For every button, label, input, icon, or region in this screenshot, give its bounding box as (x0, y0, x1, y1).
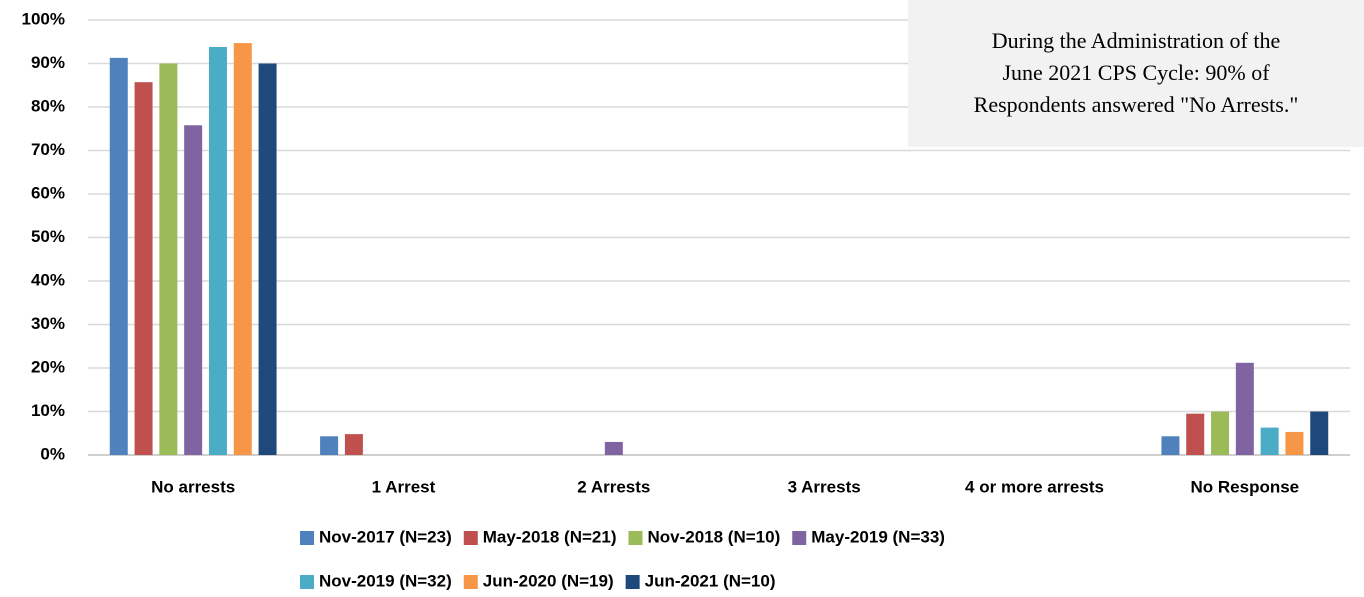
y-tick-label: 50% (31, 227, 65, 246)
annotation-text: June 2021 CPS Cycle: 90% of (1002, 60, 1270, 85)
x-tick-label: 1 Arrest (372, 477, 436, 496)
y-tick-label: 0% (40, 444, 65, 463)
legend-swatch (463, 531, 478, 545)
legend-swatch (463, 575, 478, 589)
legend-swatch (792, 531, 807, 545)
bar (604, 441, 623, 455)
bar (1260, 427, 1279, 455)
y-tick-label: 30% (31, 314, 65, 333)
bar (1310, 411, 1329, 455)
bar (159, 63, 178, 455)
legend-swatch (625, 575, 640, 589)
y-tick-label: 100% (22, 9, 65, 28)
y-tick-label: 80% (31, 96, 65, 115)
legend-label: Nov-2017 (N=23) (319, 527, 452, 546)
legend-label: May-2018 (N=21) (483, 527, 617, 546)
bar (208, 46, 227, 455)
bar (184, 125, 203, 456)
bar (344, 434, 363, 455)
bar (1186, 413, 1205, 455)
bar (233, 43, 252, 456)
x-tick-label: No Response (1191, 477, 1300, 496)
bar (1235, 362, 1254, 455)
x-tick-label: 3 Arrests (788, 477, 861, 496)
legend-swatch (300, 531, 314, 545)
bar (134, 82, 153, 455)
legend-swatch (300, 575, 314, 589)
legend-label: Jun-2021 (N=10) (645, 571, 776, 590)
annotation-box (908, 0, 1364, 147)
legend-label: Nov-2018 (N=10) (647, 527, 780, 546)
legend-label: May-2019 (N=33) (811, 527, 945, 546)
y-tick-label: 20% (31, 357, 65, 376)
legend-label: Nov-2019 (N=32) (319, 571, 452, 590)
bar (109, 57, 128, 455)
legend-swatch (628, 531, 643, 545)
bar (320, 436, 339, 455)
bar (1211, 411, 1230, 455)
y-tick-label: 70% (31, 140, 65, 159)
x-tick-label: No arrests (151, 477, 235, 496)
x-tick-label: 4 or more arrests (965, 477, 1104, 496)
y-tick-label: 60% (31, 183, 65, 202)
bar (1285, 431, 1304, 455)
x-tick-label: 2 Arrests (577, 477, 650, 496)
annotation-text: Respondents answered "No Arrests." (974, 92, 1299, 117)
y-tick-label: 90% (31, 53, 65, 72)
y-tick-label: 10% (31, 401, 65, 420)
legend-label: Jun-2020 (N=19) (483, 571, 614, 590)
annotation-text: During the Administration of the (992, 28, 1280, 53)
bar (258, 63, 277, 455)
y-tick-label: 40% (31, 270, 65, 289)
bar (1161, 436, 1180, 455)
